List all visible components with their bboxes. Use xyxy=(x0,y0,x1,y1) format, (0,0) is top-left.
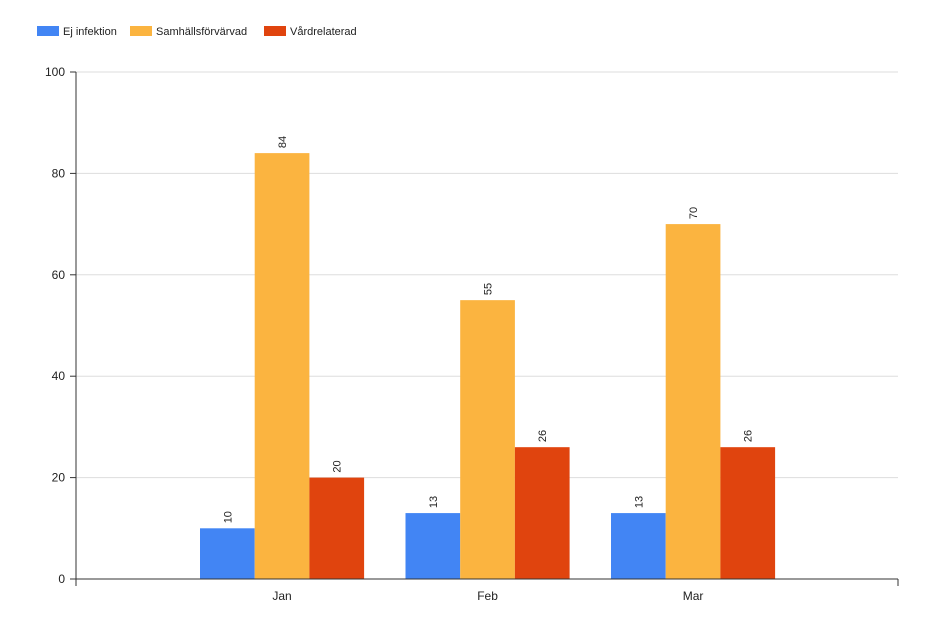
y-tick-label: 20 xyxy=(52,471,66,485)
x-tick-label-jan: Jan xyxy=(272,589,291,603)
y-tick-label: 60 xyxy=(52,268,66,282)
x-tick-label-mar: Mar xyxy=(683,589,704,603)
legend-swatch-3 xyxy=(264,26,286,36)
bar-jan-2 xyxy=(254,153,310,579)
y-tick-label: 40 xyxy=(52,369,66,383)
bar-feb-2 xyxy=(460,300,515,579)
bar-mar-1 xyxy=(611,513,666,579)
bar-mar-2 xyxy=(665,224,721,579)
legend-label-2: Samhällsförvärvad xyxy=(156,26,247,38)
bars xyxy=(200,153,776,579)
y-tick-label: 0 xyxy=(58,572,65,586)
y-tick-label: 100 xyxy=(45,65,65,79)
legend-swatch-2 xyxy=(130,26,152,36)
legend-label-3: Vårdrelaterad xyxy=(290,26,357,38)
data-label: 26 xyxy=(537,430,549,442)
legend-label-1: Ej infektion xyxy=(63,26,117,38)
y-axis-ticks: 0 20 40 60 80 100 xyxy=(45,65,76,586)
axes xyxy=(75,72,899,586)
data-label: 20 xyxy=(332,460,344,472)
data-labels: 10 84 20 13 55 26 13 70 26 xyxy=(222,136,754,523)
bar-feb-3 xyxy=(514,447,570,579)
data-label: 10 xyxy=(222,511,234,523)
data-label: 70 xyxy=(688,207,700,219)
bar-jan-3 xyxy=(309,477,365,579)
data-label: 26 xyxy=(743,430,755,442)
legend: Ej infektion Samhällsförvärvad Vårdrelater… xyxy=(37,26,357,38)
legend-swatch-1 xyxy=(37,26,59,36)
data-label: 13 xyxy=(633,496,645,508)
bar-mar-3 xyxy=(720,447,776,579)
data-label: 13 xyxy=(428,496,440,508)
y-tick-label: 80 xyxy=(52,166,66,180)
x-tick-label-feb: Feb xyxy=(477,589,498,603)
data-label: 84 xyxy=(277,136,289,148)
bar-feb-1 xyxy=(405,513,461,579)
bar-jan-1 xyxy=(200,528,255,579)
data-label: 55 xyxy=(483,283,495,295)
x-axis-ticks: Jan Feb Mar xyxy=(272,589,703,603)
